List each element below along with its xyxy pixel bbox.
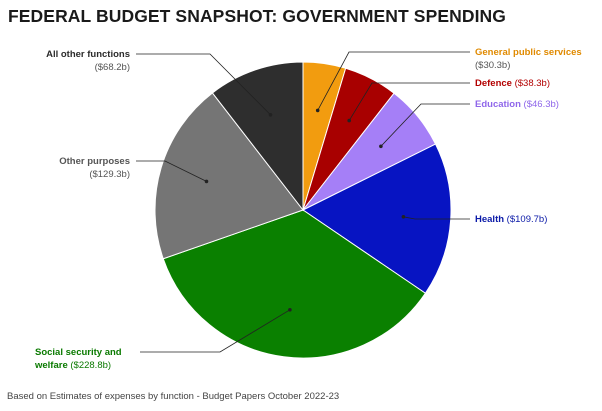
slice-label-all-other-functions: All other functions ($68.2b) xyxy=(46,49,130,73)
pie-slice-health xyxy=(302,143,452,294)
slice-label-name: welfare xyxy=(34,360,68,371)
leader-line-other-purposes xyxy=(136,160,207,182)
leader-line-social-security-and-welfare xyxy=(140,309,291,353)
slice-labels: General public services ($30.3b) Defence (… xyxy=(34,47,582,371)
leader-dot-education xyxy=(379,144,383,149)
pie-slice-social-security-and-welfare xyxy=(162,209,427,359)
leader-line-all-other-functions xyxy=(136,53,271,116)
slice-label-value: ($30.3b) xyxy=(475,60,510,71)
leader-line-health xyxy=(403,216,470,220)
slice-label-value: ($68.2b) xyxy=(95,62,130,73)
slice-label-name: Social security and xyxy=(35,347,122,358)
slice-label-education: Education ($46.3b) xyxy=(475,99,559,110)
slice-label-other-purposes: Other purposes ($129.3b) xyxy=(59,156,130,180)
leader-dot-all-other-functions xyxy=(268,113,273,117)
pie-slice-all-other-functions xyxy=(211,61,304,212)
leader-line-defence xyxy=(348,82,470,121)
slice-label-defence: Defence ($38.3b) xyxy=(475,78,550,89)
slice-label-name: General public services xyxy=(475,47,582,58)
leader-line-general-public-services xyxy=(317,51,470,111)
leader-lines xyxy=(136,51,470,353)
leader-dot-social-security-and-welfare xyxy=(288,308,292,312)
slice-label-value: ($109.7b) xyxy=(504,214,547,225)
slice-label-name: All other functions xyxy=(46,49,130,60)
pie-slices xyxy=(154,61,452,359)
slice-label-name: Other purposes xyxy=(59,156,130,167)
leader-dot-defence xyxy=(347,118,352,123)
slice-label-name: Defence xyxy=(475,78,512,89)
slice-label-value: ($129.3b) xyxy=(89,169,130,180)
slice-label-value: ($46.3b) xyxy=(521,99,559,110)
leader-line-education xyxy=(380,103,470,147)
chart-title: FEDERAL BUDGET SNAPSHOT: GOVERNMENT SPEN… xyxy=(8,6,507,26)
pie-slice-other-purposes xyxy=(154,92,304,260)
source-footnote: Based on Estimates of expenses by functi… xyxy=(7,391,340,402)
slice-label-social-security-and-welfare: Social security and welfare ($228.8b) xyxy=(34,347,122,371)
slice-label-name: Health xyxy=(475,214,504,225)
slice-label-value: ($228.8b) xyxy=(68,360,111,371)
leader-dot-health xyxy=(401,215,406,219)
leader-dot-other-purposes xyxy=(204,179,209,184)
slice-label-health: Health ($109.7b) xyxy=(475,214,547,225)
slice-label-general-public-services: General public services ($30.3b) xyxy=(475,47,582,71)
slice-label-value: ($38.3b) xyxy=(512,78,550,89)
leader-dot-general-public-services xyxy=(315,108,320,113)
slice-label-name: Education xyxy=(475,99,521,110)
